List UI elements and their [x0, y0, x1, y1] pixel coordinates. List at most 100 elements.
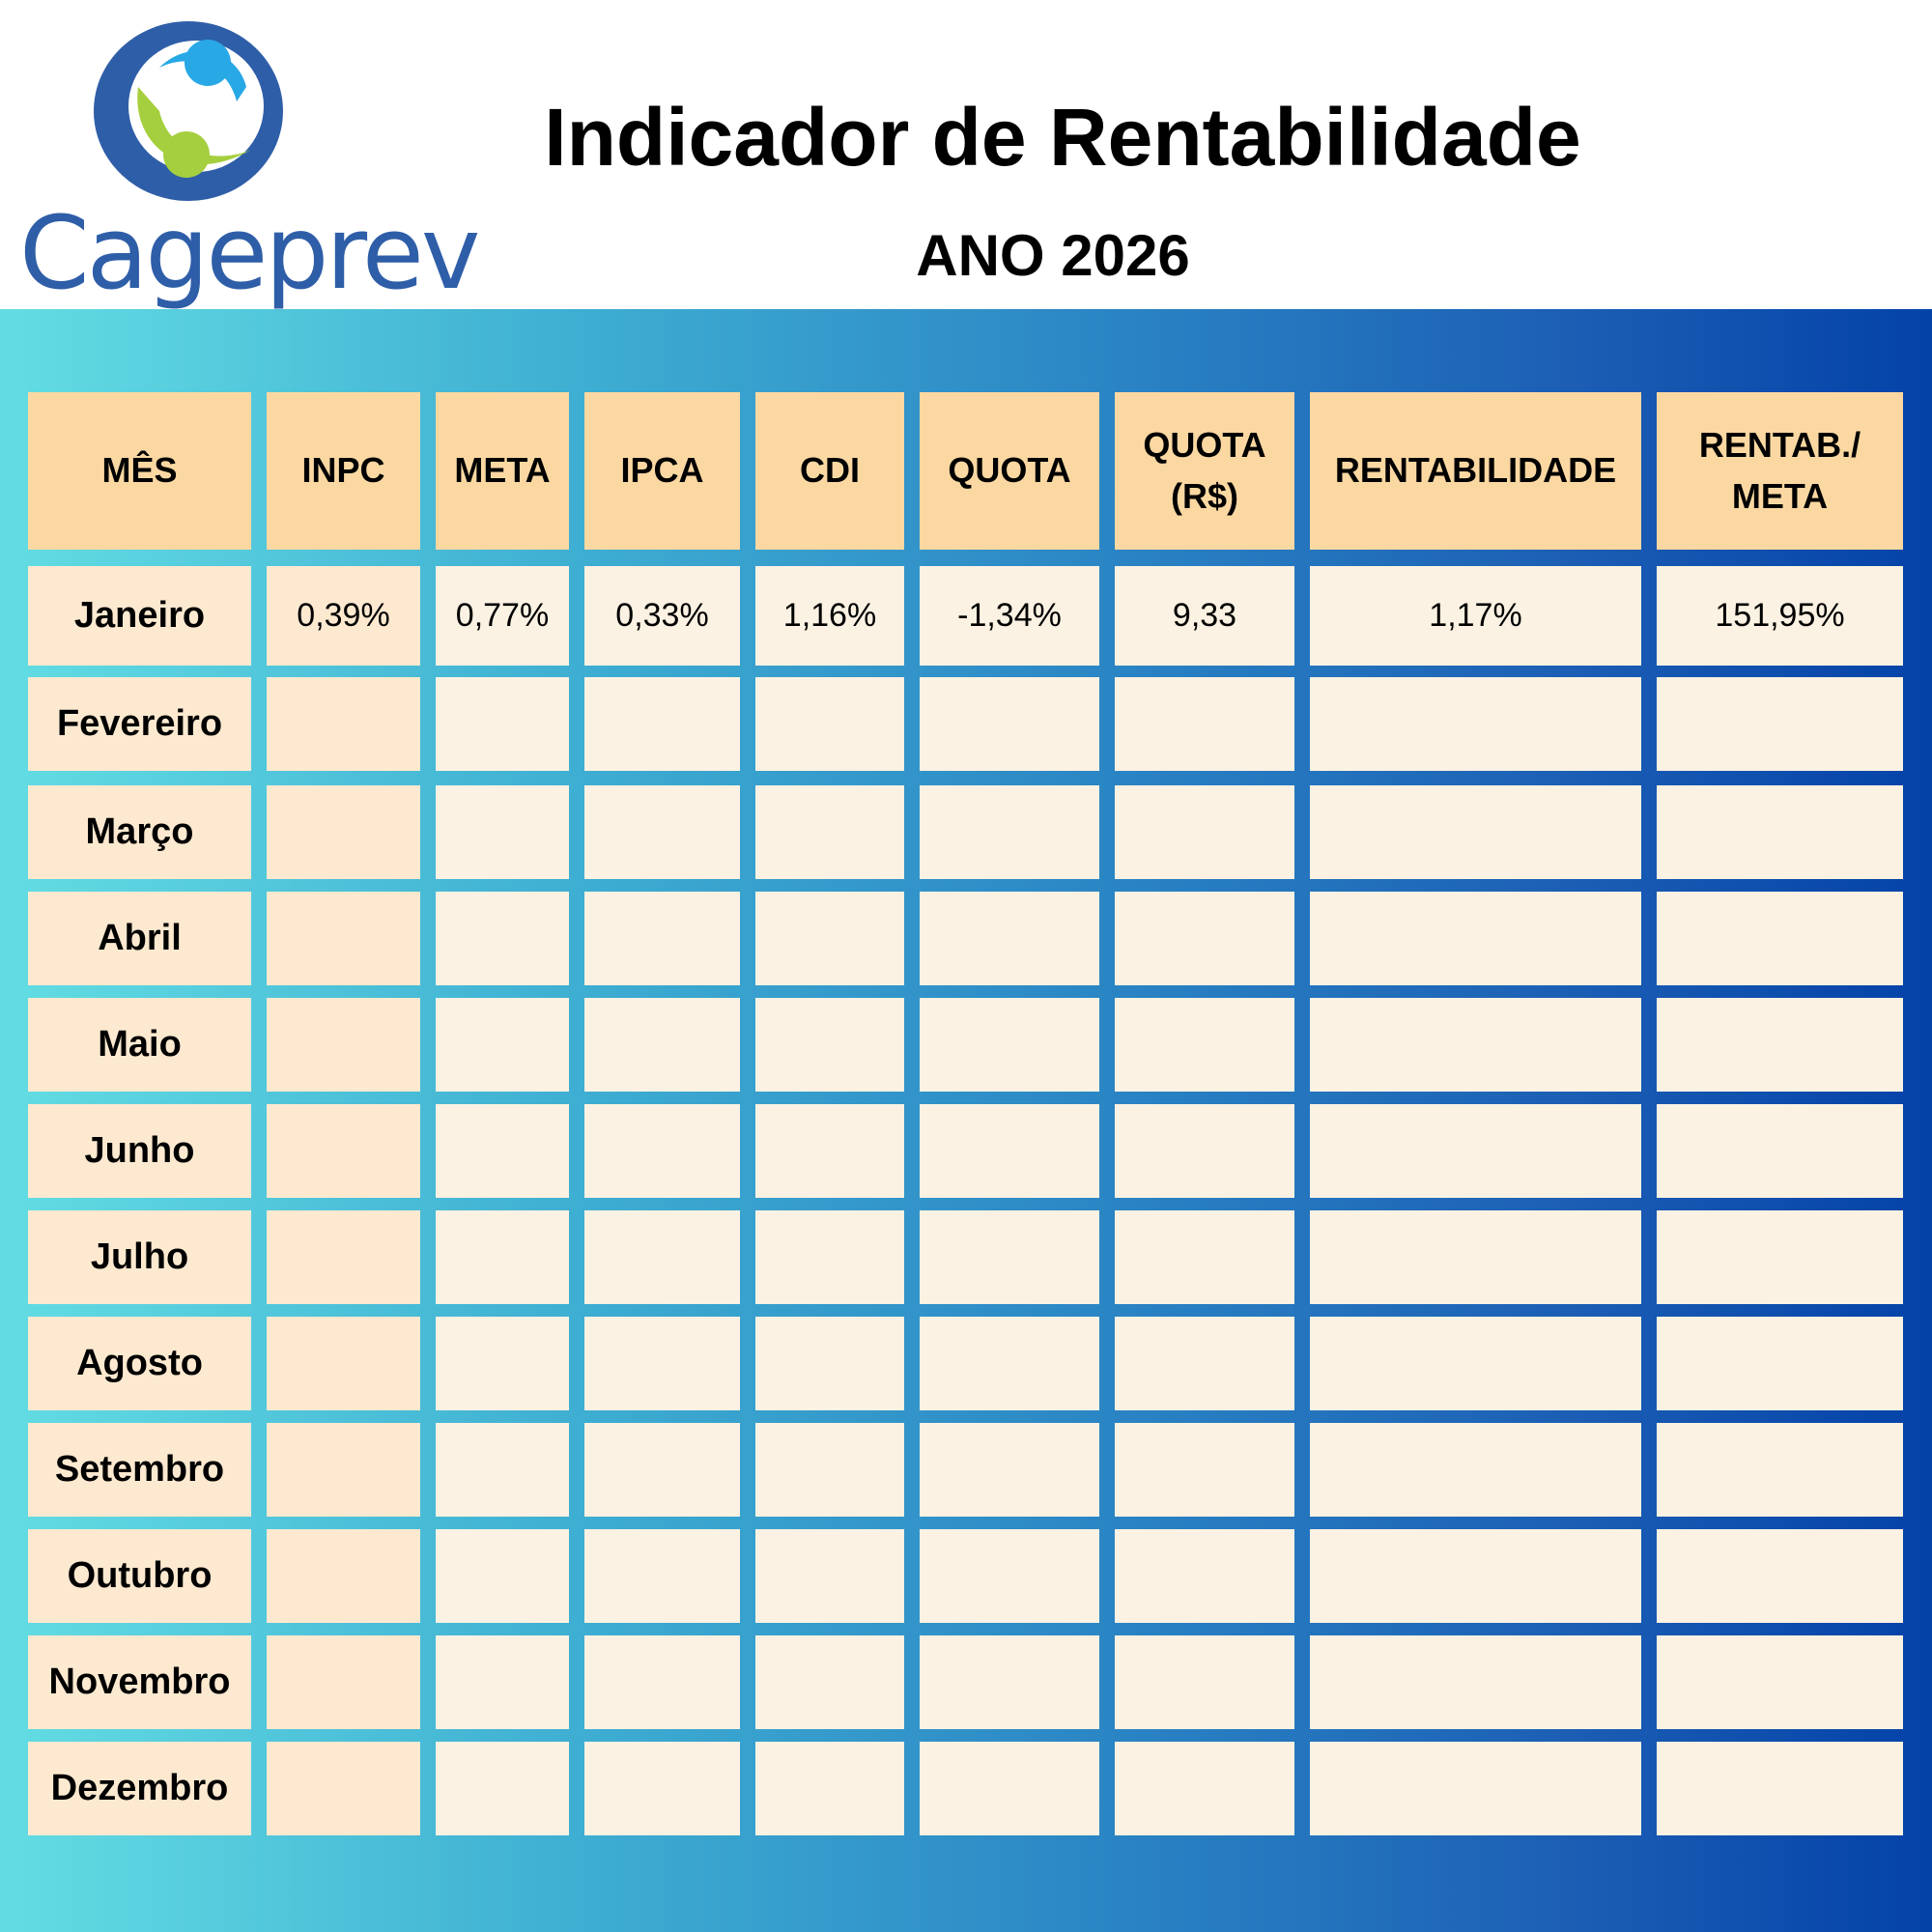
column-header-quota: QUOTA	[920, 392, 1099, 550]
column-header-ipca: IPCA	[584, 392, 740, 550]
value-cell-meta	[436, 677, 569, 771]
value-cell-quota-rs	[1115, 785, 1294, 879]
header: Cageprev Indicador de Rentabilidade ANO …	[0, 0, 1932, 309]
value-cell-rentab-meta	[1657, 1635, 1903, 1729]
value-cell-meta	[436, 785, 569, 879]
value-cell-quota	[920, 1529, 1099, 1623]
value-cell-cdi	[755, 1742, 904, 1835]
value-cell-quota-rs	[1115, 1210, 1294, 1304]
value-cell-cdi: 1,16%	[755, 566, 904, 666]
column-header-rentab-meta: RENTAB./ META	[1657, 392, 1903, 550]
column-header-rentabilidade: RENTABILIDADE	[1310, 392, 1641, 550]
value-cell-rentab-meta	[1657, 1529, 1903, 1623]
value-cell-rentabilidade	[1310, 892, 1641, 985]
value-cell-rentab-meta	[1657, 1317, 1903, 1410]
value-cell-ipca	[584, 1317, 740, 1410]
value-cell-rentab-meta: 151,95%	[1657, 566, 1903, 666]
value-cell-cdi	[755, 677, 904, 771]
value-cell-rentabilidade	[1310, 998, 1641, 1092]
month-cell: Março	[28, 785, 251, 879]
value-cell-quota	[920, 892, 1099, 985]
value-cell-rentabilidade	[1310, 1423, 1641, 1517]
value-cell-quota	[920, 1317, 1099, 1410]
value-cell-rentab-meta	[1657, 1742, 1903, 1835]
value-cell-rentabilidade	[1310, 1635, 1641, 1729]
value-cell-quota	[920, 677, 1099, 771]
value-cell-ipca	[584, 1423, 740, 1517]
value-cell-meta	[436, 1317, 569, 1410]
month-cell: Junho	[28, 1104, 251, 1198]
value-cell-inpc	[267, 1210, 420, 1304]
month-cell: Fevereiro	[28, 677, 251, 771]
value-cell-ipca	[584, 998, 740, 1092]
value-cell-cdi	[755, 892, 904, 985]
value-cell-rentabilidade	[1310, 1317, 1641, 1410]
value-cell-rentabilidade	[1310, 1210, 1641, 1304]
value-cell-inpc	[267, 677, 420, 771]
value-cell-rentabilidade	[1310, 1529, 1641, 1623]
value-cell-rentab-meta	[1657, 1104, 1903, 1198]
month-cell: Agosto	[28, 1317, 251, 1410]
cageprev-logo-icon	[94, 21, 283, 201]
column-header-meta: META	[436, 392, 569, 550]
value-cell-quota	[920, 1635, 1099, 1729]
value-cell-ipca	[584, 1529, 740, 1623]
value-cell-cdi	[755, 1635, 904, 1729]
value-cell-rentabilidade	[1310, 1742, 1641, 1835]
value-cell-quota-rs	[1115, 677, 1294, 771]
value-cell-meta	[436, 1635, 569, 1729]
value-cell-inpc	[267, 892, 420, 985]
value-cell-quota: -1,34%	[920, 566, 1099, 666]
value-cell-quota	[920, 1210, 1099, 1304]
value-cell-inpc: 0,39%	[267, 566, 420, 666]
value-cell-meta	[436, 998, 569, 1092]
value-cell-meta	[436, 1742, 569, 1835]
value-cell-quota	[920, 1104, 1099, 1198]
value-cell-rentabilidade	[1310, 1104, 1641, 1198]
value-cell-cdi	[755, 1104, 904, 1198]
month-cell: Julho	[28, 1210, 251, 1304]
value-cell-meta	[436, 1423, 569, 1517]
page-title: Indicador de Rentabilidade	[544, 92, 1581, 183]
value-cell-quota-rs: 9,33	[1115, 566, 1294, 666]
value-cell-quota	[920, 1742, 1099, 1835]
value-cell-rentab-meta	[1657, 1210, 1903, 1304]
value-cell-quota	[920, 998, 1099, 1092]
column-header-cdi: CDI	[755, 392, 904, 550]
value-cell-ipca	[584, 1104, 740, 1198]
month-cell: Maio	[28, 998, 251, 1092]
value-cell-ipca	[584, 1210, 740, 1304]
value-cell-inpc	[267, 1317, 420, 1410]
value-cell-rentab-meta	[1657, 998, 1903, 1092]
month-cell: Novembro	[28, 1635, 251, 1729]
value-cell-quota	[920, 1423, 1099, 1517]
value-cell-inpc	[267, 1423, 420, 1517]
value-cell-ipca	[584, 892, 740, 985]
column-header-mes: MÊS	[28, 392, 251, 550]
value-cell-meta	[436, 892, 569, 985]
value-cell-rentab-meta	[1657, 677, 1903, 771]
value-cell-meta	[436, 1210, 569, 1304]
month-cell: Abril	[28, 892, 251, 985]
value-cell-ipca	[584, 677, 740, 771]
column-header-inpc: INPC	[267, 392, 420, 550]
month-cell: Setembro	[28, 1423, 251, 1517]
value-cell-quota-rs	[1115, 1423, 1294, 1517]
value-cell-rentab-meta	[1657, 1423, 1903, 1517]
value-cell-inpc	[267, 1104, 420, 1198]
cageprev-logo: Cageprev	[19, 19, 480, 303]
value-cell-rentab-meta	[1657, 892, 1903, 985]
value-cell-cdi	[755, 998, 904, 1092]
value-cell-quota-rs	[1115, 1317, 1294, 1410]
value-cell-meta: 0,77%	[436, 566, 569, 666]
month-cell: Janeiro	[28, 566, 251, 666]
value-cell-cdi	[755, 1317, 904, 1410]
value-cell-quota-rs	[1115, 1742, 1294, 1835]
value-cell-quota-rs	[1115, 1104, 1294, 1198]
value-cell-rentab-meta	[1657, 785, 1903, 879]
table-panel: MÊS INPC META IPCA CDI QUOTA QUOTA (R$) RENTABI…	[0, 309, 1932, 1932]
value-cell-quota	[920, 785, 1099, 879]
value-cell-inpc	[267, 1529, 420, 1623]
value-cell-inpc	[267, 998, 420, 1092]
value-cell-inpc	[267, 1742, 420, 1835]
